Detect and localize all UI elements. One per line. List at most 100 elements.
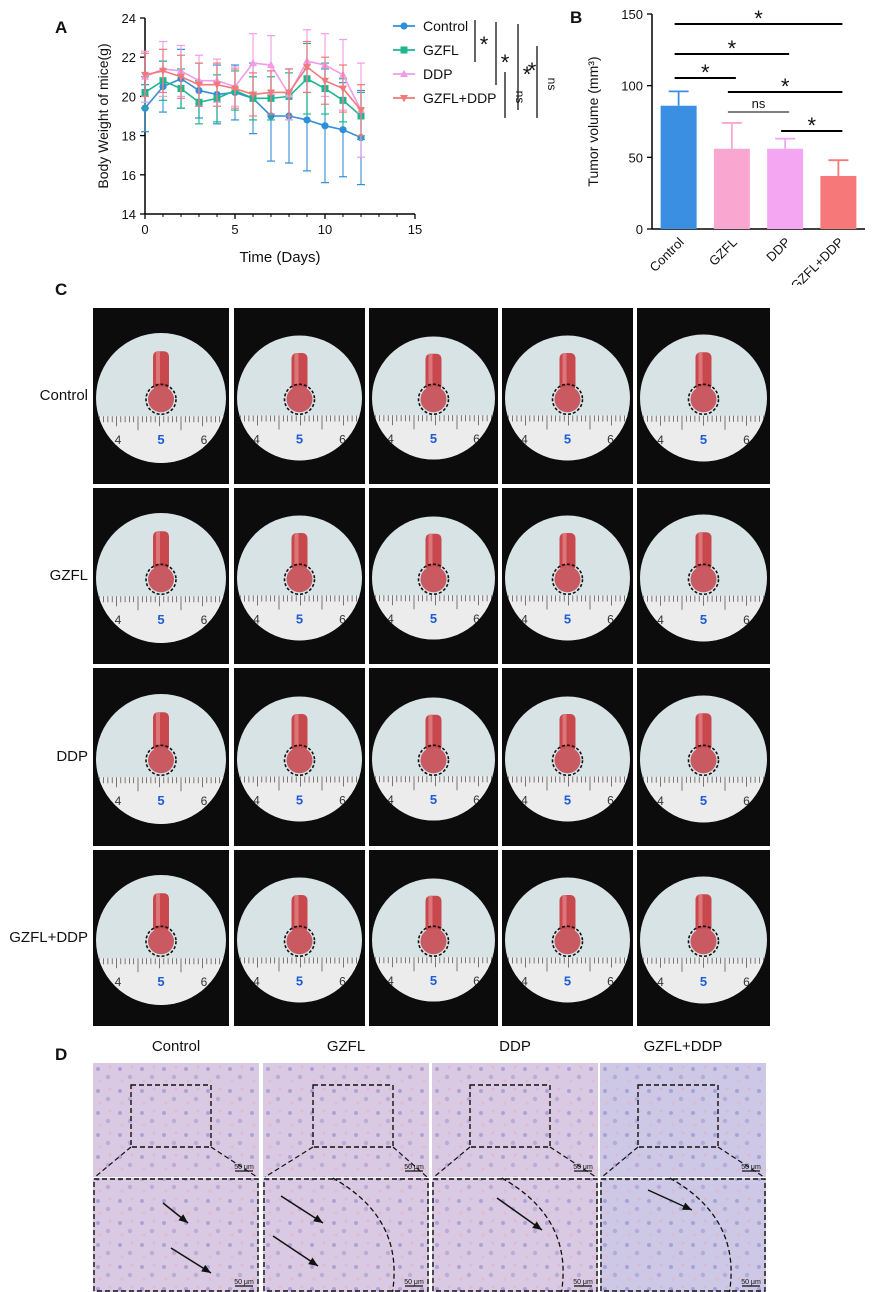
- ruler-label: 4: [115, 433, 122, 447]
- tumor-photo: 4 5 6: [369, 668, 498, 846]
- tumor-sample: [690, 566, 717, 593]
- data-point: [321, 122, 329, 130]
- ruler-label: 4: [387, 612, 394, 626]
- zoom-box: [469, 1084, 551, 1148]
- ruler-label: 5: [564, 974, 571, 989]
- legend-label: Control: [423, 18, 468, 34]
- ruler-label: 6: [473, 793, 480, 807]
- bar-gzfl: [713, 148, 750, 229]
- tumor-boundary: [332, 1177, 395, 1292]
- histology-column-label: DDP: [499, 1038, 531, 1055]
- arrow-head: [201, 1264, 211, 1273]
- ruler-label: 5: [700, 974, 707, 989]
- panel-letter-d: D: [55, 1045, 68, 1064]
- ruler-label: 4: [115, 794, 122, 808]
- ruler: [237, 415, 362, 461]
- tumor-photo-drawing: 4 5 6: [96, 875, 226, 1005]
- tissue-highlight: [698, 352, 703, 385]
- legend-label: DDP: [423, 66, 453, 82]
- histology-high-mag: [432, 1178, 598, 1292]
- tumor-photo: 4 5 6: [234, 488, 365, 664]
- ruler-label: 4: [387, 974, 394, 988]
- tumor-photo-drawing: 4 5 6: [505, 696, 630, 822]
- x-tick-label: 0: [141, 222, 148, 237]
- ruler-label: 4: [521, 975, 528, 989]
- scale-bar-label: 50 μm: [404, 1279, 424, 1286]
- histology-high-mag: [93, 1178, 259, 1292]
- tumor-sample: [420, 747, 447, 774]
- panel-letter-b: B: [570, 8, 583, 27]
- tissue-highlight: [428, 714, 433, 746]
- ruler-label: 5: [564, 612, 571, 627]
- ruler-label: 5: [157, 432, 164, 447]
- tumor-photo: 4 5 6: [234, 668, 365, 846]
- tumor-photo-drawing: 4 5 6: [640, 876, 767, 1004]
- ruler-label: 5: [430, 792, 437, 807]
- data-point: [177, 73, 185, 82]
- tissue-highlight: [562, 714, 567, 746]
- tumor-photo-drawing: 4 5 6: [237, 515, 362, 641]
- ruler-label: 6: [743, 794, 750, 808]
- sig-label: ns: [513, 91, 527, 104]
- ruler-label: 5: [157, 793, 164, 808]
- arrow-head: [308, 1257, 318, 1266]
- tumor-sample: [690, 928, 717, 955]
- histology-low-mag: [93, 1063, 259, 1177]
- data-point: [357, 107, 365, 115]
- histology-high-mag: [263, 1178, 429, 1292]
- data-point: [303, 64, 311, 72]
- significance-label: *: [781, 74, 790, 99]
- row-label: GZFL+DDP: [9, 929, 88, 946]
- tumor-photo: 4 5 6: [637, 308, 770, 484]
- ruler-label: 6: [743, 613, 750, 627]
- histology-low-mag: [432, 1063, 598, 1177]
- y-tick-label: 20: [122, 89, 136, 104]
- ruler-label: 4: [657, 975, 664, 989]
- ruler-label: 6: [607, 433, 614, 447]
- significance-label: ns: [752, 96, 766, 111]
- y-tick-label: 50: [629, 150, 643, 165]
- tissue-highlight: [156, 893, 160, 926]
- row-label: DDP: [56, 748, 88, 765]
- arrow-head: [532, 1221, 542, 1230]
- x-axis-label: Time (Days): [239, 249, 320, 266]
- tumor-photo: 4 5 6: [93, 668, 229, 846]
- tumor-outline: [687, 563, 720, 596]
- tumor-photo-drawing: 4 5 6: [237, 335, 362, 461]
- tumor-sample: [148, 747, 174, 774]
- bar-control: [660, 105, 697, 229]
- histology-image-pair: 50 μm 50 μm: [93, 1063, 259, 1292]
- tumor-outline: [551, 563, 584, 596]
- bar-ddp: [767, 148, 804, 229]
- data-point: [267, 89, 275, 97]
- tumor-sample: [148, 928, 174, 955]
- tissue-highlight: [294, 353, 299, 385]
- y-tick-label: 16: [122, 168, 136, 183]
- ruler-label: 6: [201, 975, 208, 989]
- ruler: [505, 776, 630, 822]
- histology-column-label: Control: [151, 1038, 201, 1055]
- y-axis-label: Tumor volume (mm³): [585, 56, 601, 186]
- zoom-line: [264, 1146, 314, 1178]
- x-tick-label: Control: [646, 234, 686, 274]
- data-point: [303, 116, 311, 124]
- data-point: [400, 69, 408, 77]
- tumor-photo: 4 5 6: [637, 668, 770, 846]
- tumor-photo: 4 5 6: [93, 488, 229, 664]
- tumor-photo: 4 5 6: [369, 488, 498, 664]
- y-axis-label: Body Weight of mice(g): [95, 43, 111, 188]
- tumor-sample: [286, 928, 313, 955]
- tumor-photo-drawing: 4 5 6: [372, 697, 495, 821]
- tumor-outline: [283, 383, 316, 416]
- histology-high-mag: [600, 1178, 766, 1292]
- tissue-highlight: [156, 531, 160, 564]
- ruler-label: 5: [157, 974, 164, 989]
- ruler-label: 6: [607, 975, 614, 989]
- tumor-outline: [283, 744, 316, 777]
- tumor-photo: 4 5 6: [234, 308, 365, 484]
- ruler-label: 5: [296, 974, 303, 989]
- tumor-photo: 4 5 6: [369, 850, 498, 1026]
- tissue-highlight: [156, 712, 160, 745]
- tumor-boundary: [669, 1177, 732, 1292]
- tumor-photo-drawing: 4 5 6: [237, 877, 362, 1003]
